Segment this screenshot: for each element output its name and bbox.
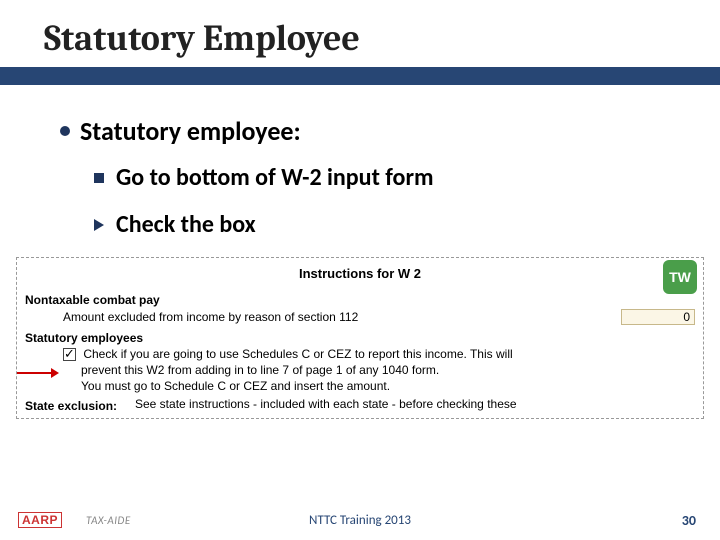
section-combat-pay: Nontaxable combat pay — [25, 293, 695, 307]
bullet-level1: Statutory employee: — [60, 115, 670, 147]
section-state-row: State exclusion: See state instructions … — [25, 397, 695, 413]
tax-aide-label: TAX-AIDE — [86, 514, 131, 527]
slide-footer: AARP TAX-AIDE NTTC Training 2013 30 — [0, 512, 720, 528]
combat-pay-line: Amount excluded from income by reason of… — [63, 309, 695, 325]
page-number: 30 — [682, 512, 696, 529]
content-area: Statutory employee: Go to bottom of W-2 … — [0, 85, 720, 239]
section-statutory: Statutory employees — [25, 331, 695, 345]
bullet-level2-a: Go to bottom of W-2 input form — [94, 163, 670, 192]
bullet-dot-icon — [60, 126, 70, 136]
bullet-l2b-text: Check the box — [116, 210, 256, 239]
tw-badge-icon: TW — [663, 260, 697, 294]
bullet-triangle-icon — [94, 219, 104, 231]
statutory-checkbox[interactable] — [63, 348, 76, 361]
combat-pay-input[interactable]: 0 — [621, 309, 695, 325]
statutory-line2: prevent this W2 from adding in to line 7… — [81, 363, 695, 377]
divider-bar — [0, 67, 720, 85]
bullet-l1-text: Statutory employee: — [80, 115, 301, 147]
bullet-square-icon — [94, 173, 104, 183]
aarp-brand: AARP — [18, 512, 62, 528]
embedded-form-screenshot: TW Instructions for W 2 Nontaxable comba… — [16, 257, 704, 419]
title-row: Statutory Employee — [0, 0, 720, 67]
state-line: See state instructions - included with e… — [135, 397, 517, 413]
statutory-line3: You must go to Schedule C or CEZ and ins… — [81, 379, 695, 393]
statutory-check-row: Check if you are going to use Schedules … — [63, 347, 695, 361]
slide: Statutory Employee Statutory employee: G… — [0, 0, 720, 540]
footer-center: NTTC Training 2013 — [309, 513, 411, 528]
statutory-line1: Check if you are going to use Schedules … — [83, 347, 512, 361]
combat-pay-text: Amount excluded from income by reason of… — [63, 310, 358, 324]
bullet-l2a-text: Go to bottom of W-2 input form — [116, 163, 434, 192]
section-state: State exclusion: — [25, 399, 135, 413]
aarp-logo: AARP — [18, 512, 62, 528]
bullet-level2-b: Check the box — [94, 210, 670, 239]
form-heading: Instructions for W 2 — [25, 266, 695, 281]
slide-title: Statutory Employee — [44, 18, 720, 59]
